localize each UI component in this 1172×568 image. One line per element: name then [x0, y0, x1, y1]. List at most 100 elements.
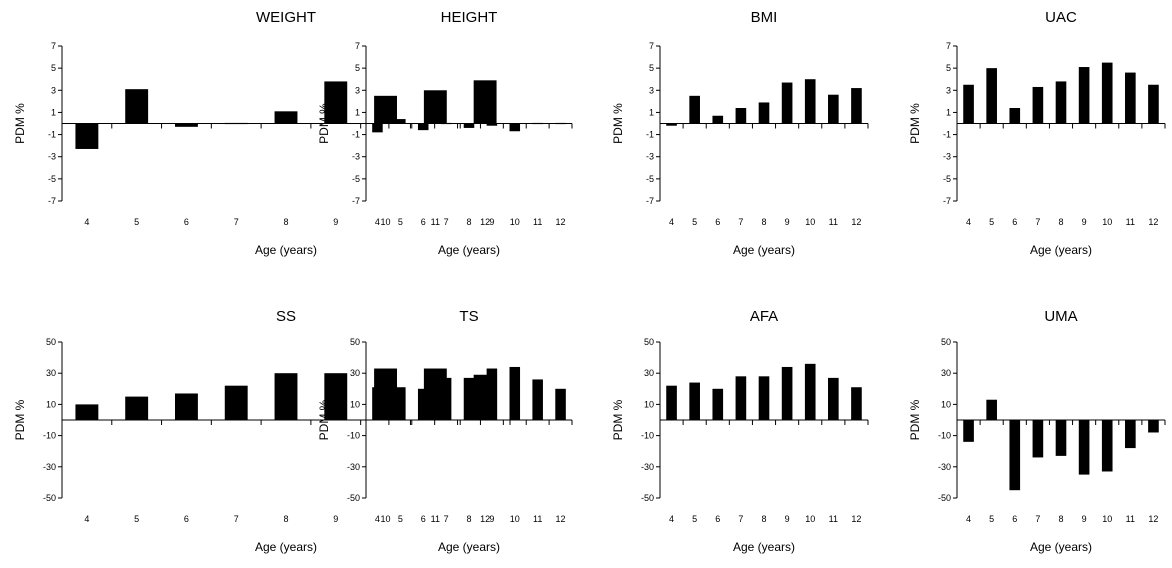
bar-8: [463, 377, 475, 420]
y-tick-label: -1: [943, 130, 951, 140]
y-axis-label: PDM %: [611, 399, 625, 440]
bar-11: [828, 94, 839, 124]
y-tick-label: 50: [350, 337, 360, 347]
x-tick-label: 5: [989, 514, 994, 524]
y-tick-label: 1: [355, 107, 360, 117]
x-tick-label: 11: [533, 217, 542, 227]
chart-title: TS: [459, 308, 478, 325]
x-tick-label: 7: [234, 514, 239, 524]
x-tick-label: 6: [184, 514, 189, 524]
x-tick-label: 6: [1012, 514, 1017, 524]
y-tick-label: 30: [644, 368, 654, 378]
bar-10: [509, 366, 521, 420]
bar-9: [1078, 420, 1090, 475]
y-tick-label: 30: [941, 368, 951, 378]
x-tick-label: 11: [533, 514, 542, 524]
chart-panel-uac: UAC 7 5 3 1 -1 -3 -5 -7 PDM % 4 5 6 7 8 9 10 11 12 Age (yea…: [908, 9, 1166, 257]
chart-title: WEIGHT: [256, 9, 316, 26]
x-tick-label: 7: [444, 514, 449, 524]
x-tick-label: 6: [715, 514, 720, 524]
x-tick-label: 12: [480, 514, 490, 524]
bar-4: [963, 84, 974, 124]
y-tick-label: -5: [943, 174, 951, 184]
x-tick-label: 6: [421, 514, 426, 524]
y-tick-label: -50: [347, 493, 360, 503]
x-tick-label: 5: [398, 514, 403, 524]
x-axis-label: Age (years): [1030, 540, 1092, 554]
bar-5: [395, 387, 406, 420]
bar-9: [781, 82, 793, 124]
y-tick-label: -5: [352, 174, 360, 184]
x-tick-label: 10: [381, 514, 391, 524]
y-tick-label: 7: [51, 41, 56, 51]
x-tick-label: 11: [431, 514, 440, 524]
y-tick-label: 50: [46, 337, 56, 347]
y-tick-label: 5: [649, 63, 654, 73]
bar-4: [372, 123, 383, 133]
chart-panel-bmi: BMI 7 5 3 1 -1 -3 -5 -7 PDM % 4 5 6 7 8 9 10 11 12 Age (yea…: [611, 9, 869, 257]
x-tick-label: 12: [1148, 217, 1158, 227]
y-axis-label: PDM %: [908, 399, 922, 440]
bar-10: [804, 79, 816, 124]
bar-7: [440, 377, 452, 420]
x-tick-label: 10: [381, 217, 391, 227]
bar-11: [828, 377, 839, 420]
bar-5: [689, 382, 700, 420]
bar-10: [509, 123, 521, 132]
y-tick-label: -10: [43, 431, 56, 441]
bar-9: [486, 368, 498, 420]
x-tick-label: 12: [851, 514, 861, 524]
x-tick-label: 10: [1102, 514, 1112, 524]
x-tick-label: 10: [805, 514, 815, 524]
bar-8: [1055, 81, 1067, 124]
y-tick-label: -5: [48, 174, 56, 184]
bar-11: [1125, 420, 1136, 449]
chart-panel-afa: AFA 50 30 10 -10 -30 -50 PDM % 4 5 6 7 8 9 10 11 12 Age (…: [611, 308, 869, 554]
y-tick-label: 3: [51, 85, 56, 95]
y-tick-label: -3: [48, 152, 56, 162]
bar-9: [1078, 67, 1090, 124]
x-tick-label: 8: [761, 217, 766, 227]
y-tick-label: 10: [941, 399, 951, 409]
bar-10: [1101, 62, 1113, 124]
y-tick-label: 1: [946, 107, 951, 117]
chart-panel-uma: UMA 50 30 10 -10 -30 -50 PDM % 4 5 6 7 8 9 10 11 12 Age (…: [908, 308, 1166, 554]
y-tick-label: -3: [646, 152, 654, 162]
x-axis-label: Age (years): [438, 540, 500, 554]
bar-5: [689, 95, 700, 124]
x-tick-label: 7: [1035, 514, 1040, 524]
bar-9: [324, 373, 348, 420]
y-tick-label: 30: [350, 368, 360, 378]
bar-6: [417, 123, 429, 131]
x-tick-label: 8: [466, 514, 471, 524]
y-tick-label: -1: [48, 130, 56, 140]
bar-10: [804, 363, 816, 420]
y-axis-label: PDM %: [908, 103, 922, 144]
bar-6: [1009, 420, 1021, 491]
bar-4: [372, 387, 383, 420]
x-tick-label: 12: [851, 217, 861, 227]
y-tick-label: -50: [641, 493, 654, 503]
bar-6: [1009, 108, 1021, 124]
x-tick-label: 4: [966, 514, 971, 524]
x-tick-label: 12: [480, 217, 490, 227]
x-tick-label: 11: [829, 217, 838, 227]
bar-12: [1148, 84, 1159, 124]
bar-7: [224, 122, 248, 125]
x-axis-label: Age (years): [733, 540, 795, 554]
bar-11: [532, 379, 543, 420]
y-tick-label: -30: [347, 462, 360, 472]
bar-8: [1055, 420, 1067, 456]
x-tick-label: 11: [431, 217, 440, 227]
chart-title: HEIGHT: [441, 9, 498, 26]
x-axis-label: Age (years): [1030, 243, 1092, 257]
bar-8: [758, 102, 770, 124]
y-tick-label: 5: [51, 63, 56, 73]
x-tick-label: 9: [333, 217, 338, 227]
x-tick-label: 7: [1035, 217, 1040, 227]
x-tick-label: 8: [283, 514, 288, 524]
bar-5: [125, 396, 149, 420]
y-tick-label: -10: [347, 431, 360, 441]
y-tick-label: -7: [646, 196, 654, 206]
